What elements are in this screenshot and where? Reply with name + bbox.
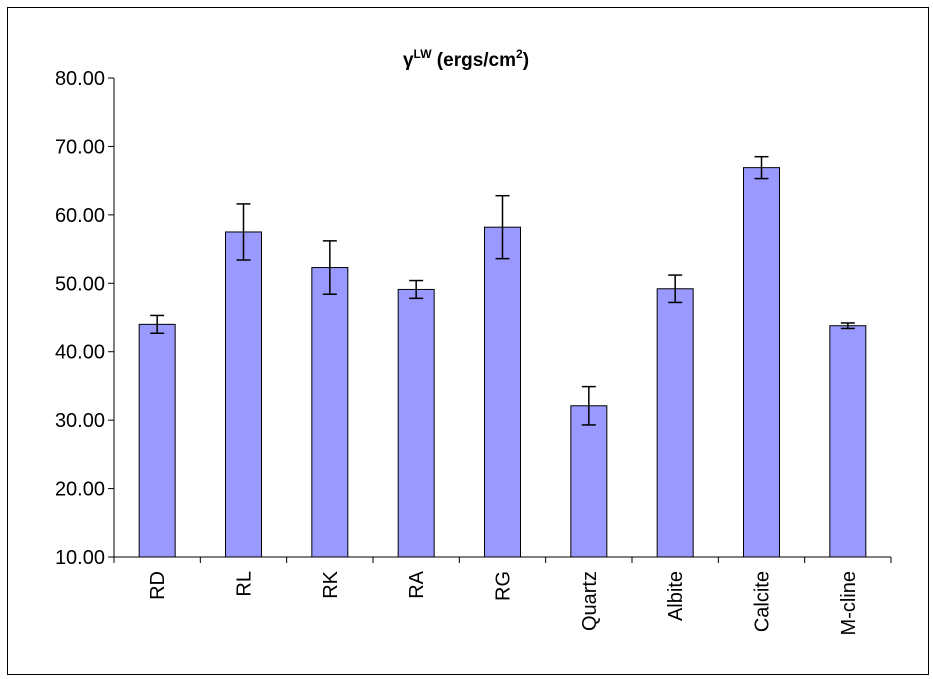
- x-category-label: RK: [320, 570, 342, 598]
- y-tick-label: 10.00: [55, 547, 105, 569]
- title-symbol: γ: [403, 50, 414, 71]
- error-bars: [150, 155, 855, 426]
- bar-rl: [225, 231, 262, 558]
- bar-rg: [484, 226, 521, 558]
- y-tick-label: 50.00: [55, 273, 105, 295]
- title-unit-superscript: 2: [516, 47, 523, 61]
- axes: [113, 78, 892, 563]
- error-bar-quartz: [581, 385, 596, 426]
- bar-m-cline: [829, 325, 867, 558]
- x-category-label: Calcite: [752, 571, 774, 632]
- chart-frame: γLW (ergs/cm2) 10.00 20.00 30.00 40.00 50.00…: [7, 7, 929, 675]
- error-bar-rd: [150, 314, 165, 334]
- x-category-label: RD: [147, 571, 169, 600]
- title-close: ): [523, 50, 529, 71]
- error-bar-m-cline: [840, 322, 855, 330]
- error-bar-albite: [668, 274, 683, 304]
- x-axis-labels: RD RL RK RA RG Quartz Albite Calcite M-cline: [147, 570, 860, 635]
- x-category-label: RG: [493, 571, 515, 601]
- bar-ra: [397, 288, 435, 558]
- y-tick-label: 20.00: [55, 479, 105, 501]
- y-tick-label: 30.00: [55, 410, 105, 432]
- x-category-label: Albite: [665, 571, 687, 621]
- error-bar-calcite: [754, 155, 769, 180]
- chart-title: γLW (ergs/cm2): [403, 47, 529, 71]
- x-category-label: Quartz: [579, 571, 601, 631]
- bar-quartz: [570, 405, 608, 558]
- bar-calcite: [743, 167, 780, 558]
- title-superscript: LW: [414, 47, 433, 61]
- x-category-label: M-cline: [838, 571, 860, 635]
- bar-albite: [656, 288, 694, 558]
- x-category-label: RA: [406, 570, 428, 598]
- title-text: (ergs/cm: [432, 50, 516, 71]
- bar-rd: [138, 323, 176, 558]
- y-tick-label: 40.00: [55, 342, 105, 364]
- error-bar-rk: [322, 240, 337, 295]
- error-bar-rl: [236, 203, 251, 261]
- bar-chart: γLW (ergs/cm2) 10.00 20.00 30.00 40.00 50.00…: [55, 47, 892, 635]
- x-category-label: RL: [234, 571, 256, 597]
- bar-rk: [311, 267, 349, 558]
- error-bar-ra: [409, 279, 424, 300]
- bars: [138, 167, 867, 558]
- y-tick-label: 70.00: [55, 136, 105, 158]
- y-tick-label: 80.00: [55, 68, 105, 90]
- y-tick-label: 60.00: [55, 205, 105, 227]
- error-bar-rg: [495, 194, 510, 260]
- y-axis-ticks: 10.00 20.00 30.00 40.00 50.00 60.00 70.00 80.00: [55, 68, 114, 569]
